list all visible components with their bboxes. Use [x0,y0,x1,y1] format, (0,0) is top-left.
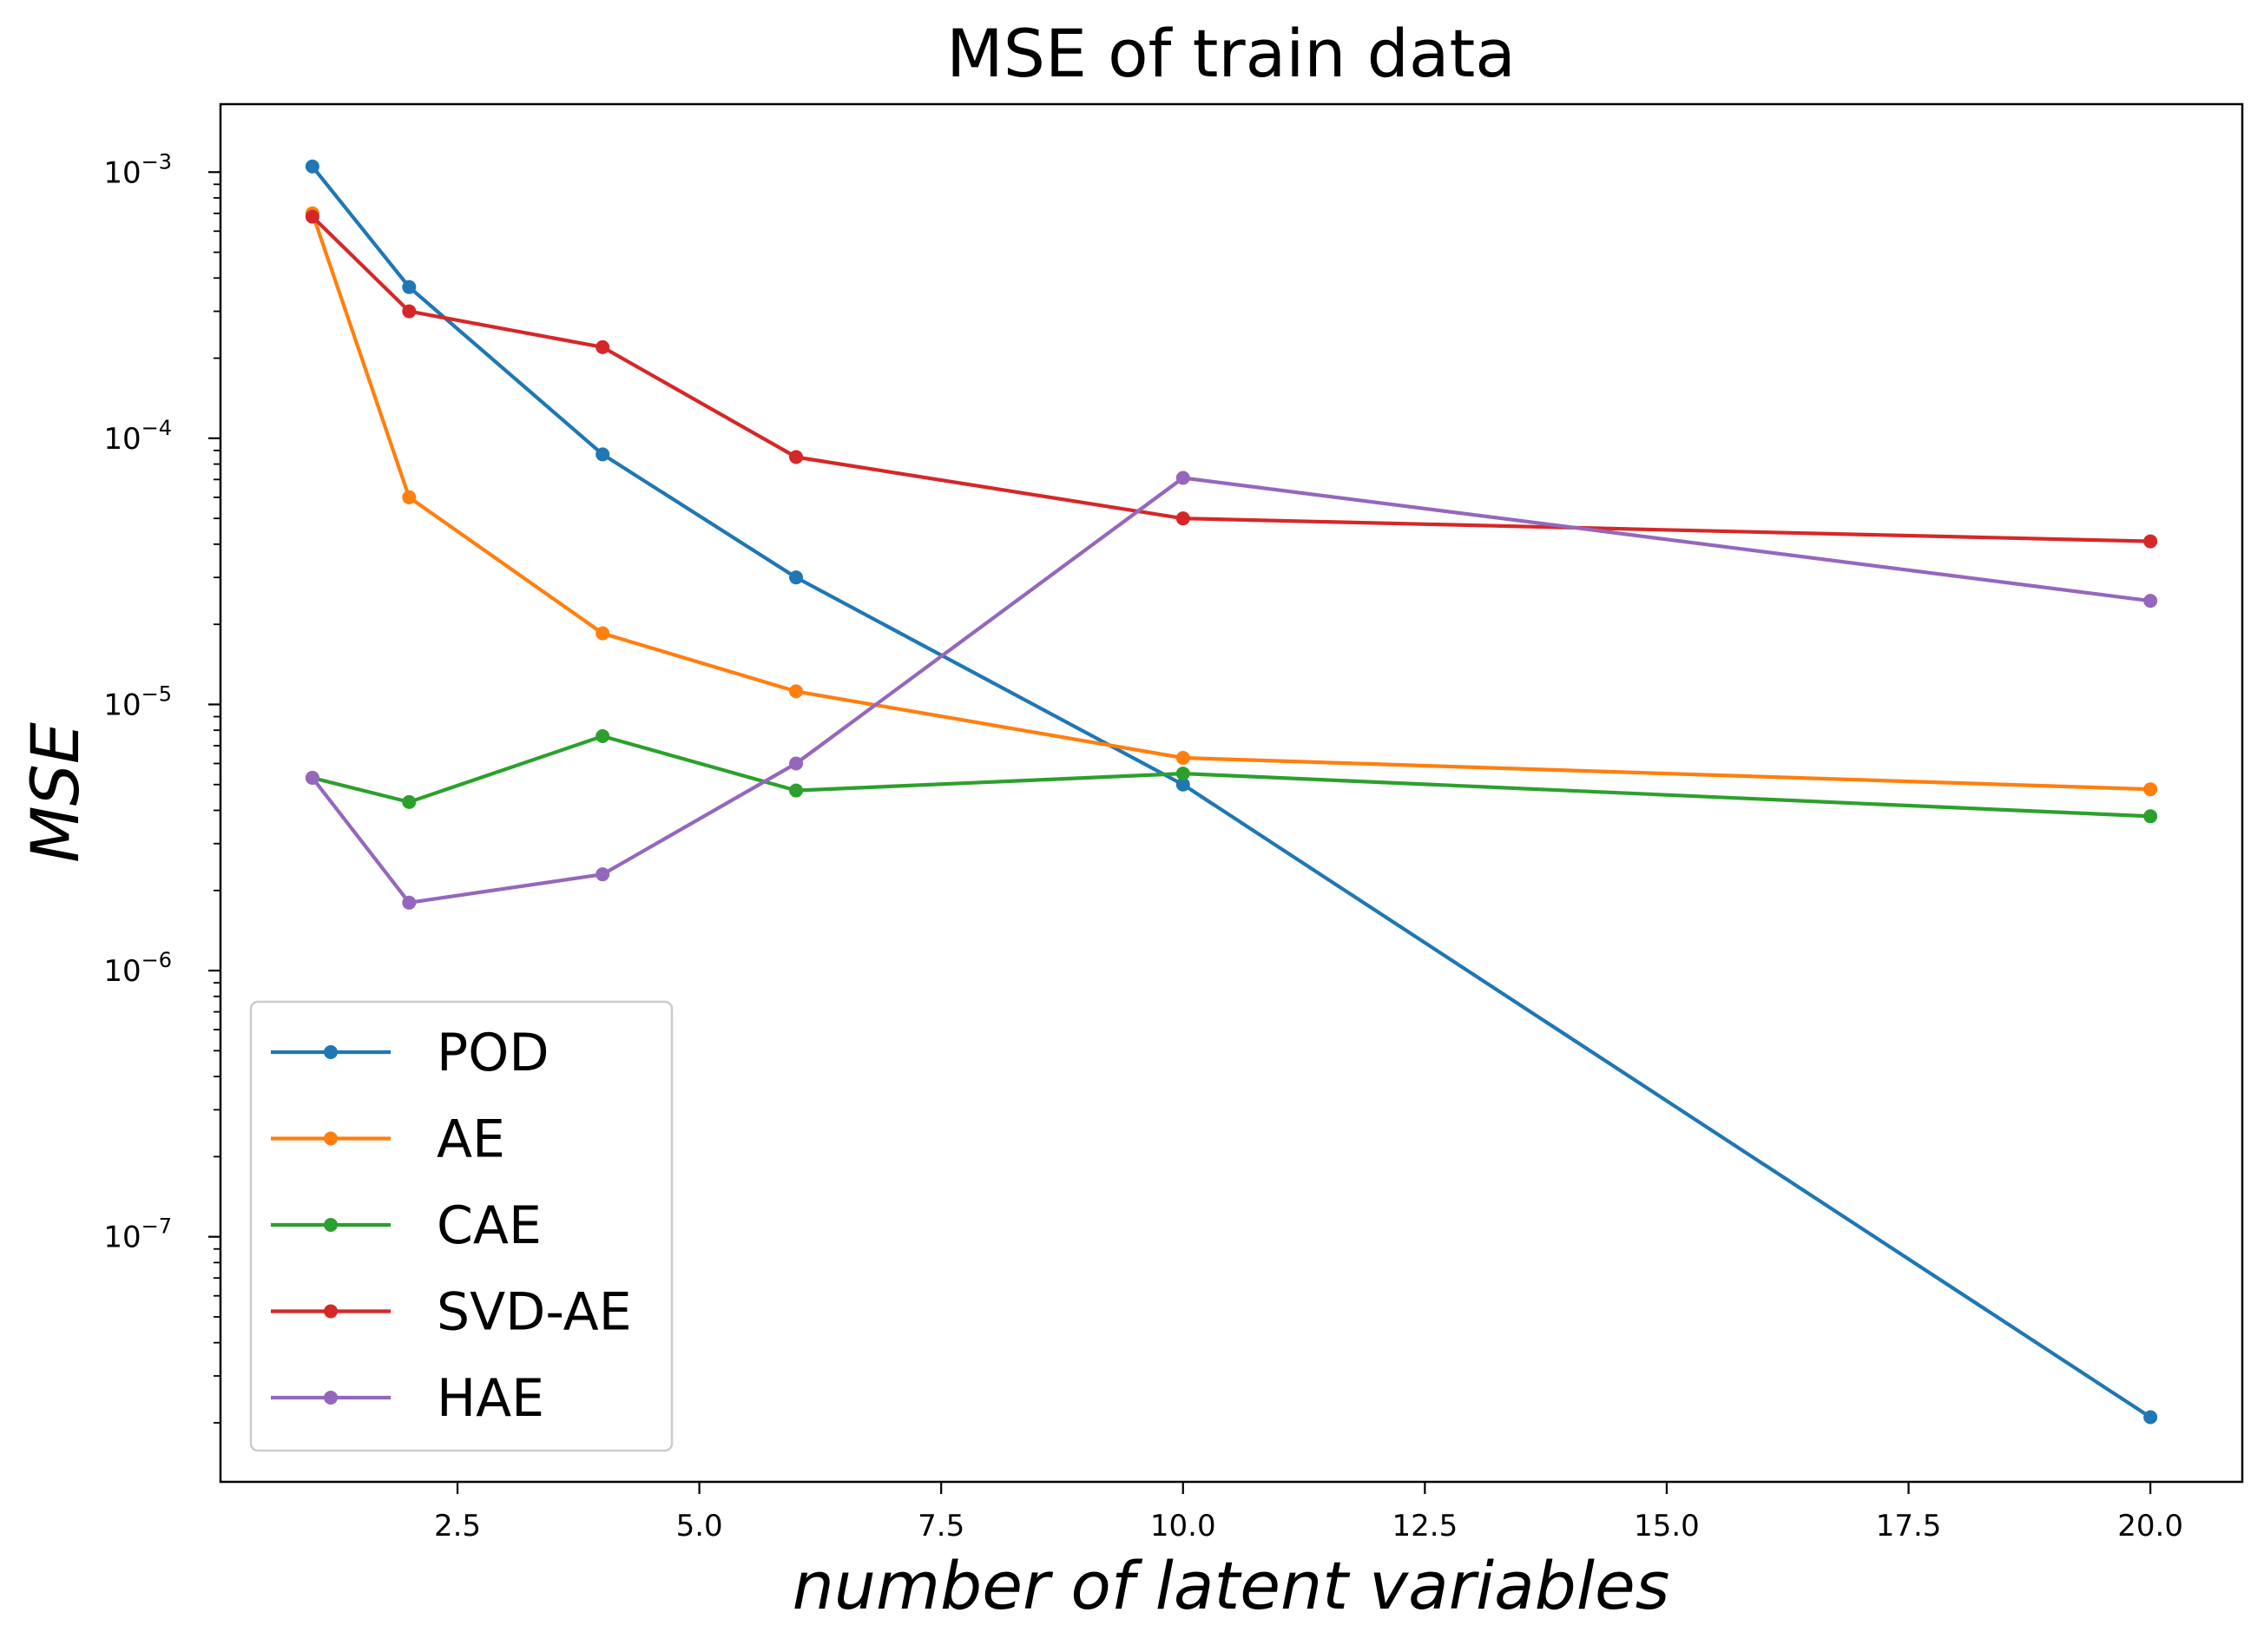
y-minor-ticks [214,183,220,1424]
data-point-hae [305,771,319,786]
x-tick-label: 7.5 [918,1509,964,1543]
x-tick-label: 15.0 [1634,1509,1700,1543]
data-point-cae [2143,809,2158,824]
data-point-cae [1175,767,1190,781]
data-point-pod [2143,1410,2158,1425]
y-tick-label-base: 10 [103,954,141,989]
y-tick-label-base: 10 [103,155,141,190]
y-axis-label: MSE [16,722,94,863]
x-axis-ticks: 2.5 5.0 7.5 10.0 12.5 15.0 17.5 20.0 [434,1482,2183,1543]
data-point-svd-ae [2143,534,2158,549]
legend-marker-svd-ae [324,1304,338,1319]
legend-box [249,1000,674,1452]
legend-label-ae: AE [437,1109,505,1170]
y-tick-label-base: 10 [103,688,141,722]
data-point-ae [1175,750,1190,765]
series-line-hae [309,476,2153,905]
data-point-pod [596,447,610,462]
x-tick-label: 12.5 [1392,1509,1458,1543]
plot-frame [219,102,2244,1484]
data-point-cae [789,783,804,798]
y-tick-label-exponent: −3 [142,149,172,174]
x-tick-label: 5.0 [676,1509,723,1543]
data-point-svd-ae [305,209,319,224]
y-tick-label-base: 10 [103,1221,141,1255]
data-point-svd-ae [402,304,417,319]
series-line-pod [309,163,2154,1420]
data-point-cae [596,729,610,744]
y-tick-label-exponent: −4 [142,416,172,440]
data-point-svd-ae [596,339,610,354]
legend-label-svd-ae: SVD-AE [437,1282,632,1343]
y-tick-label-exponent: −5 [142,681,172,706]
data-point-cae [402,794,417,809]
legend-marker-ae [324,1131,338,1146]
legend-label-hae: HAE [437,1368,544,1429]
legend-marker-pod [324,1045,338,1059]
data-point-ae [789,684,804,699]
chart-title: MSE of train data [946,15,1516,92]
data-point-hae [1175,471,1190,485]
data-point-pod [789,570,804,585]
x-tick-label: 10.0 [1150,1509,1216,1543]
x-tick-label: 2.5 [434,1509,481,1543]
x-axis-label: number of latent variables [793,1547,1670,1624]
data-point-pod [1175,777,1190,792]
y-axis-ticks: 10−710−610−510−410−3 [103,149,220,1255]
data-point-pod [402,280,417,294]
data-point-hae [789,756,804,771]
legend-label-pod: POD [437,1023,550,1083]
y-tick-label-exponent: −7 [142,1214,172,1239]
data-point-ae [2143,782,2158,797]
data-point-svd-ae [1175,511,1190,526]
x-tick-label: 20.0 [2117,1509,2183,1543]
y-tick-label: 10−5 [103,681,172,722]
legend: POD AE CAE SVD-AE HAE [249,1000,674,1452]
series-line-cae [310,734,2153,819]
x-tick-label: 17.5 [1876,1509,1942,1543]
y-tick-label-base: 10 [103,422,141,457]
data-point-hae [2143,594,2158,609]
y-tick-label: 10−7 [103,1214,172,1255]
legend-label-cae: CAE [437,1195,542,1256]
data-point-ae [402,490,417,504]
data-point-hae [402,895,417,910]
y-tick-label-exponent: −6 [142,948,172,972]
plot-area [305,159,2158,1425]
y-tick-label: 10−3 [103,149,172,190]
data-point-ae [596,626,610,641]
data-point-pod [305,159,319,174]
legend-marker-hae [324,1391,338,1405]
series-line-ae [310,211,2153,792]
data-point-svd-ae [789,450,804,464]
y-tick-label: 10−6 [103,948,172,989]
series-line-svd-ae [309,214,2153,543]
legend-marker-cae [324,1218,338,1232]
y-tick-label: 10−4 [103,416,172,457]
data-point-hae [596,867,610,882]
